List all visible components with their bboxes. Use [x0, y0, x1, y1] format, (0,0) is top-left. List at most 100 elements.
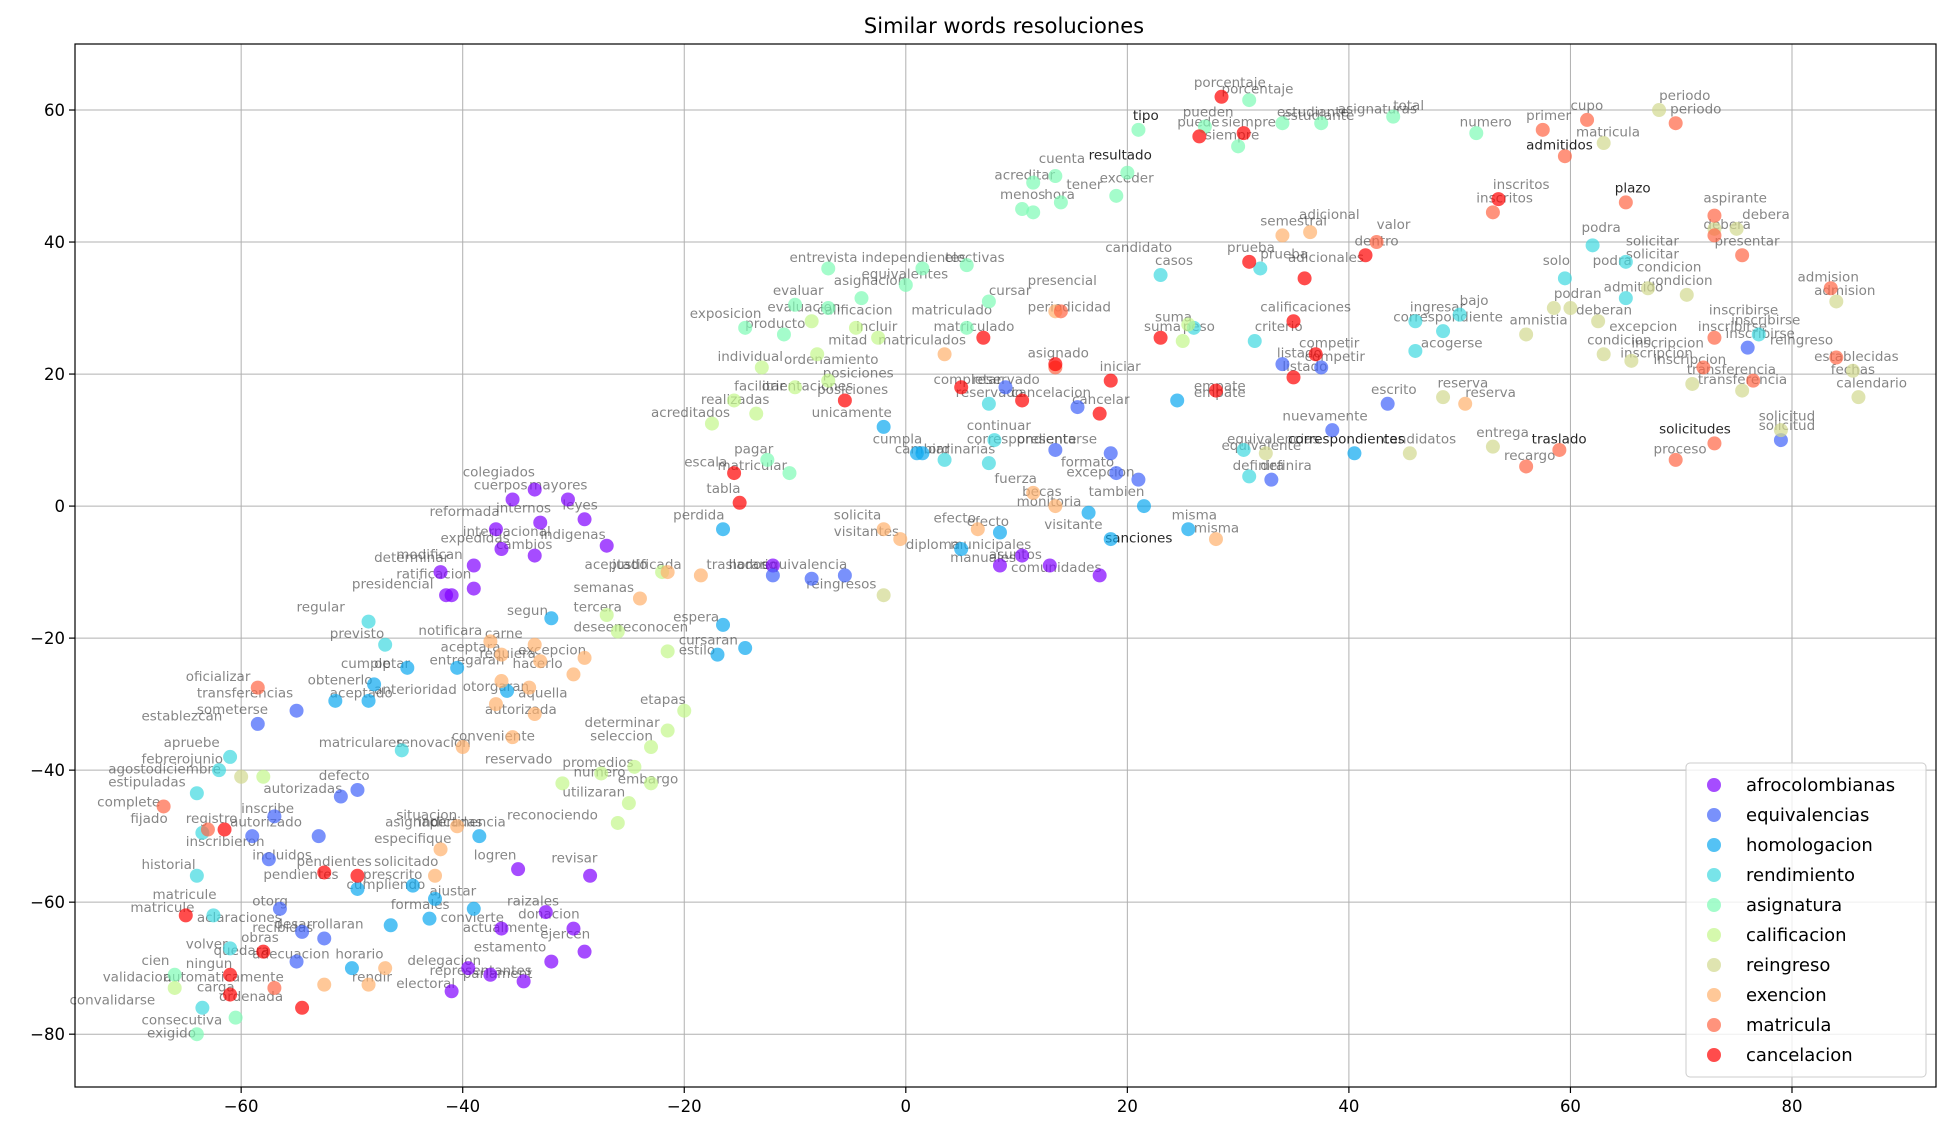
word-label: formato: [1061, 454, 1114, 470]
point-homologacion: [1347, 446, 1362, 461]
word-label: aspirante: [1703, 190, 1767, 206]
point-rendimiento: [212, 763, 227, 778]
point-matricula: [1053, 304, 1068, 319]
word-label: porcentaje: [1194, 75, 1266, 91]
word-label: promedios: [562, 755, 633, 771]
point-asignatura: [788, 297, 803, 312]
word-label: cupo: [1570, 98, 1603, 114]
point-matricula: [1535, 122, 1550, 137]
point-calificacion: [256, 769, 271, 784]
word-label: cancelacion: [1011, 385, 1091, 401]
word-label: ejercen: [540, 926, 590, 942]
point-asignatura: [1275, 116, 1290, 131]
point-calificacion: [788, 380, 803, 395]
word-label: cuerpos: [474, 478, 528, 494]
point-calificacion: [1181, 317, 1196, 332]
point-cancelacion: [1214, 89, 1229, 104]
point-homologacion: [1170, 393, 1185, 408]
point-reingreso: [1258, 446, 1273, 461]
point-asignatura: [189, 1027, 204, 1042]
grid-layer: [75, 44, 1936, 1087]
point-homologacion: [1181, 522, 1196, 537]
point-reingreso: [1773, 423, 1788, 438]
point-homologacion: [1103, 532, 1118, 547]
legend-marker: [1707, 868, 1721, 882]
word-label: matricule: [130, 900, 194, 916]
word-label: reingreso: [1770, 332, 1833, 348]
point-cancelacion: [1286, 314, 1301, 329]
word-label: internacional: [463, 524, 551, 540]
point-rendimiento: [223, 941, 238, 956]
point-rendimiento: [1236, 442, 1251, 457]
point-asignatura: [821, 261, 836, 276]
point-afrocolombianas: [444, 588, 459, 603]
word-label: solicita: [834, 507, 882, 523]
point-reingreso: [1652, 103, 1667, 118]
word-label: transferencias: [197, 686, 293, 702]
point-afrocolombianas: [992, 558, 1007, 573]
word-label: reingresos: [806, 577, 876, 593]
point-asignatura: [1386, 109, 1401, 124]
word-label: condicion: [1637, 260, 1702, 276]
point-rendimiento: [987, 433, 1002, 448]
word-label: matriculados: [878, 332, 966, 348]
point-matricula: [1696, 360, 1711, 375]
point-cancelacion: [976, 330, 991, 345]
x-tick-label: 60: [1560, 1097, 1581, 1116]
word-label: completar: [933, 372, 1002, 388]
word-label: tipo: [1133, 108, 1159, 124]
point-homologacion: [422, 911, 437, 926]
point-exencion: [660, 565, 675, 580]
word-label: perdida: [673, 507, 724, 523]
point-cancelacion: [1103, 373, 1118, 388]
point-calificacion: [660, 723, 675, 738]
word-label: reserva: [1438, 375, 1489, 391]
word-label: entrega: [1476, 425, 1529, 441]
point-asignatura: [1015, 202, 1030, 217]
word-label: candidato: [1105, 240, 1172, 256]
point-matricula: [1823, 281, 1838, 296]
point-reingreso: [1729, 221, 1744, 236]
word-label: deberan: [1576, 303, 1632, 319]
point-asignatura: [1469, 126, 1484, 141]
word-label: estipuladas: [108, 775, 185, 791]
word-label: traslado: [1532, 431, 1587, 447]
point-homologacion: [738, 641, 753, 656]
word-label: asignacion: [834, 273, 906, 289]
point-matricula: [1552, 442, 1567, 457]
word-label: correspondientes: [1288, 431, 1405, 447]
point-cancelacion: [256, 944, 271, 959]
point-calificacion: [804, 314, 819, 329]
point-exencion: [428, 868, 443, 883]
point-equivalencias: [333, 789, 348, 804]
point-afrocolombianas: [544, 954, 559, 969]
point-homologacion: [1081, 505, 1096, 520]
point-asignatura: [228, 1010, 243, 1025]
point-asignatura: [1314, 116, 1329, 131]
point-matricula: [250, 680, 265, 695]
word-label: solo: [1543, 253, 1570, 269]
x-tick-label: −40: [445, 1097, 480, 1116]
point-exencion: [361, 977, 376, 992]
y-tick-label: 20: [44, 365, 65, 384]
point-asignatura: [1026, 205, 1041, 220]
legend-marker: [1707, 778, 1721, 792]
word-label: prueba: [1260, 247, 1308, 263]
word-label: cuenta: [1039, 151, 1085, 167]
point-calificacion: [644, 776, 659, 791]
word-label: adecuacion: [252, 946, 329, 962]
point-cancelacion: [1358, 248, 1373, 263]
word-label: facilitar: [734, 379, 785, 395]
word-label: inscribirse: [1731, 313, 1800, 329]
point-cancelacion: [1048, 357, 1063, 372]
point-equivalencias: [267, 809, 282, 824]
word-label: escrito: [1371, 382, 1417, 398]
point-afrocolombianas: [494, 921, 509, 936]
point-asignatura: [959, 320, 974, 335]
point-homologacion: [992, 525, 1007, 540]
point-matricula: [1485, 205, 1500, 220]
point-cancelacion: [223, 987, 238, 1002]
point-equivalencias: [289, 703, 304, 718]
word-label: tener: [1066, 177, 1102, 193]
